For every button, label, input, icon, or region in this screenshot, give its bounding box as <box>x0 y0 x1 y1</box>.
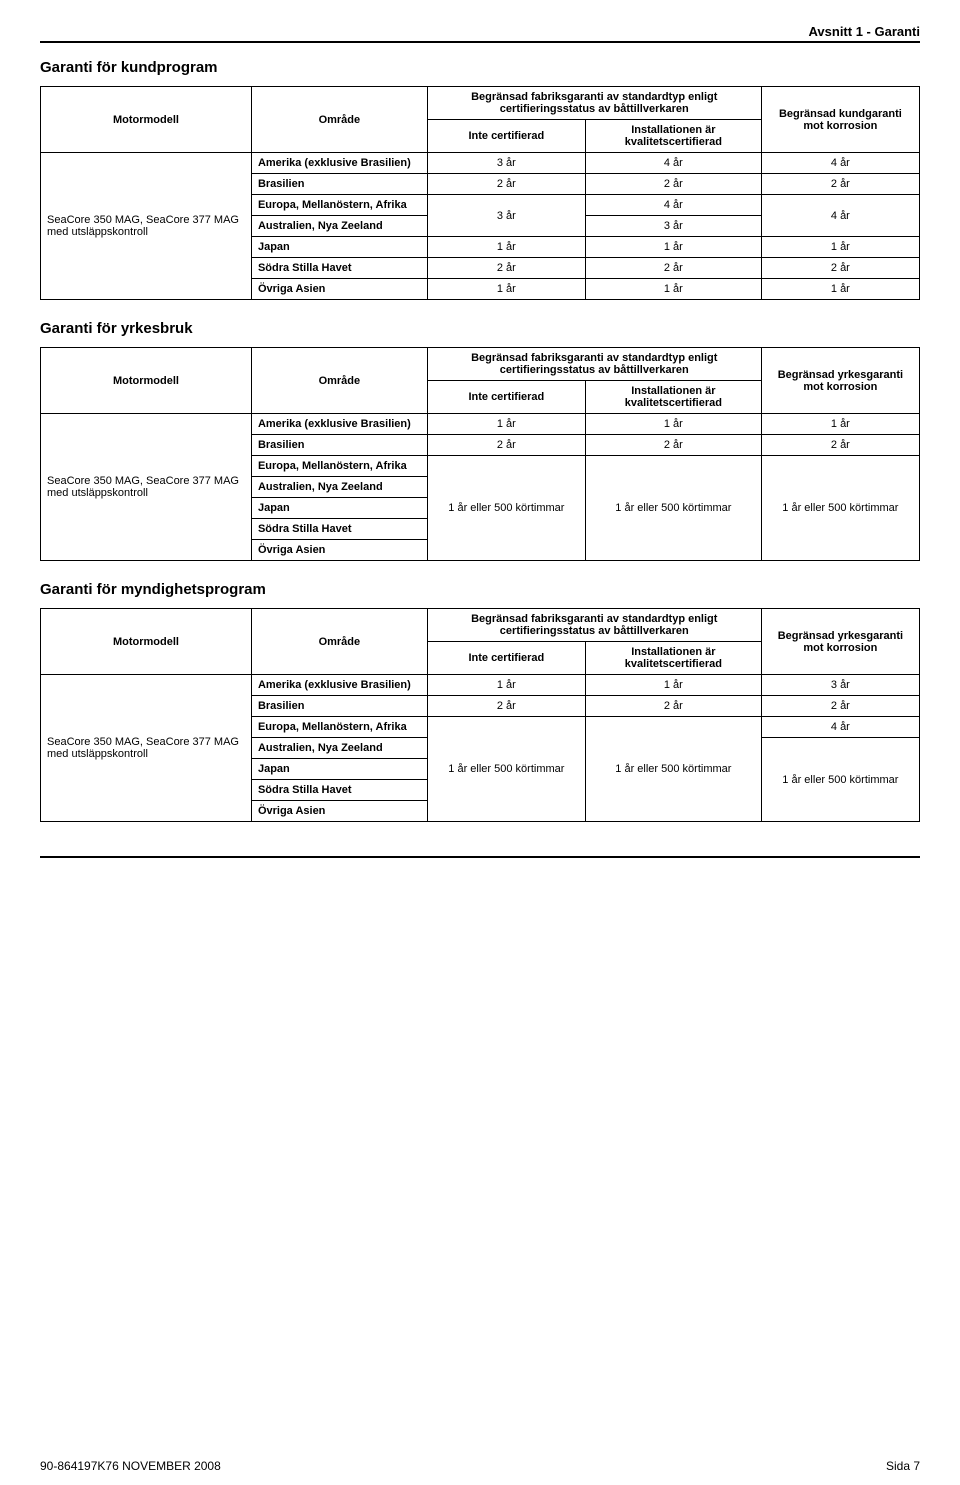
value-cell: 1 år <box>761 237 919 258</box>
section-title-myndig: Garanti för myndighetsprogram <box>40 581 920 598</box>
region-cell: Japan <box>251 237 427 258</box>
value-cell: 2 år <box>585 696 761 717</box>
value-cell: 1 år <box>585 675 761 696</box>
region-cell: Japan <box>251 759 427 780</box>
table-kund: Motormodell Område Begränsad fabriksgara… <box>40 86 920 300</box>
th-model: Motormodell <box>41 348 252 414</box>
value-cell: 1 år eller 500 körtimmar <box>761 456 919 561</box>
value-cell: 4 år <box>761 717 919 738</box>
region-cell: Australien, Nya Zeeland <box>251 738 427 759</box>
page-context: Avsnitt 1 - Garanti <box>40 24 920 39</box>
value-cell: 4 år <box>585 153 761 174</box>
region-cell: Södra Stilla Havet <box>251 519 427 540</box>
region-cell: Australien, Nya Zeeland <box>251 477 427 498</box>
footer-right: Sida 7 <box>886 1459 920 1473</box>
model-cell: SeaCore 350 MAG, SeaCore 377 MAG med uts… <box>41 675 252 822</box>
region-cell: Brasilien <box>251 174 427 195</box>
region-cell: Övriga Asien <box>251 801 427 822</box>
region-cell: Brasilien <box>251 435 427 456</box>
region-cell: Övriga Asien <box>251 279 427 300</box>
value-cell: 3 år <box>427 153 585 174</box>
region-cell: Amerika (exklusive Brasilien) <box>251 414 427 435</box>
th-model: Motormodell <box>41 609 252 675</box>
value-cell: 1 år <box>427 675 585 696</box>
table-myndig: Motormodell Område Begränsad fabriksgara… <box>40 608 920 822</box>
region-cell: Södra Stilla Havet <box>251 780 427 801</box>
value-cell: 1 år <box>427 237 585 258</box>
value-cell: 1 år <box>761 414 919 435</box>
th-inst-cert: Installationen är kvalitetscertifierad <box>585 381 761 414</box>
value-cell: 1 år eller 500 körtimmar <box>427 717 585 822</box>
th-inst-cert: Installationen är kvalitetscertifierad <box>585 120 761 153</box>
value-cell: 1 år <box>585 414 761 435</box>
table-row: SeaCore 350 MAG, SeaCore 377 MAG med uts… <box>41 153 920 174</box>
region-cell: Amerika (exklusive Brasilien) <box>251 153 427 174</box>
header-rule <box>40 41 920 43</box>
value-cell: 3 år <box>427 195 585 237</box>
region-cell: Europa, Mellanöstern, Afrika <box>251 456 427 477</box>
value-cell: 2 år <box>761 435 919 456</box>
value-cell: 2 år <box>427 174 585 195</box>
value-cell: 3 år <box>761 675 919 696</box>
th-std-span: Begränsad fabriksgaranti av standardtyp … <box>427 87 761 120</box>
th-region: Område <box>251 609 427 675</box>
region-cell: Europa, Mellanöstern, Afrika <box>251 195 427 216</box>
model-cell: SeaCore 350 MAG, SeaCore 377 MAG med uts… <box>41 414 252 561</box>
region-cell: Europa, Mellanöstern, Afrika <box>251 717 427 738</box>
value-cell: 2 år <box>761 174 919 195</box>
th-not-cert: Inte certifierad <box>427 381 585 414</box>
region-cell: Övriga Asien <box>251 540 427 561</box>
value-cell: 1 år <box>585 279 761 300</box>
footer-rule <box>40 856 920 858</box>
value-cell: 1 år eller 500 körtimmar <box>585 717 761 822</box>
value-cell: 1 år <box>427 414 585 435</box>
value-cell: 1 år eller 500 körtimmar <box>585 456 761 561</box>
th-not-cert: Inte certifierad <box>427 642 585 675</box>
table-row: SeaCore 350 MAG, SeaCore 377 MAG med uts… <box>41 414 920 435</box>
value-cell: 2 år <box>761 258 919 279</box>
table-row: SeaCore 350 MAG, SeaCore 377 MAG med uts… <box>41 675 920 696</box>
region-cell: Australien, Nya Zeeland <box>251 216 427 237</box>
value-cell: 1 år <box>761 279 919 300</box>
value-cell: 1 år <box>585 237 761 258</box>
value-cell: 2 år <box>427 696 585 717</box>
region-cell: Japan <box>251 498 427 519</box>
region-cell: Brasilien <box>251 696 427 717</box>
value-cell: 1 år eller 500 körtimmar <box>427 456 585 561</box>
section-title-yrkes: Garanti för yrkesbruk <box>40 320 920 337</box>
table-yrkes: Motormodell Område Begränsad fabriksgara… <box>40 347 920 561</box>
value-cell: 2 år <box>427 258 585 279</box>
section-title-kund: Garanti för kundprogram <box>40 59 920 76</box>
value-cell: 2 år <box>761 696 919 717</box>
th-corrosion: Begränsad yrkesgaranti mot korrosion <box>761 609 919 675</box>
value-cell: 2 år <box>427 435 585 456</box>
th-std-span: Begränsad fabriksgaranti av standardtyp … <box>427 609 761 642</box>
footer-left: 90-864197K76 NOVEMBER 2008 <box>40 1459 221 1473</box>
value-cell: 2 år <box>585 435 761 456</box>
page-footer: 90-864197K76 NOVEMBER 2008 Sida 7 <box>40 1429 920 1473</box>
th-std-span: Begränsad fabriksgaranti av standardtyp … <box>427 348 761 381</box>
value-cell: 3 år <box>585 216 761 237</box>
value-cell: 1 år eller 500 körtimmar <box>761 738 919 822</box>
model-cell: SeaCore 350 MAG, SeaCore 377 MAG med uts… <box>41 153 252 300</box>
th-region: Område <box>251 348 427 414</box>
region-cell: Södra Stilla Havet <box>251 258 427 279</box>
value-cell: 4 år <box>761 195 919 237</box>
value-cell: 4 år <box>585 195 761 216</box>
th-region: Område <box>251 87 427 153</box>
value-cell: 2 år <box>585 174 761 195</box>
th-corrosion: Begränsad kundgaranti mot korrosion <box>761 87 919 153</box>
th-inst-cert: Installationen är kvalitetscertifierad <box>585 642 761 675</box>
th-model: Motormodell <box>41 87 252 153</box>
value-cell: 1 år <box>427 279 585 300</box>
region-cell: Amerika (exklusive Brasilien) <box>251 675 427 696</box>
value-cell: 4 år <box>761 153 919 174</box>
th-not-cert: Inte certifierad <box>427 120 585 153</box>
th-corrosion: Begränsad yrkesgaranti mot korrosion <box>761 348 919 414</box>
value-cell: 2 år <box>585 258 761 279</box>
